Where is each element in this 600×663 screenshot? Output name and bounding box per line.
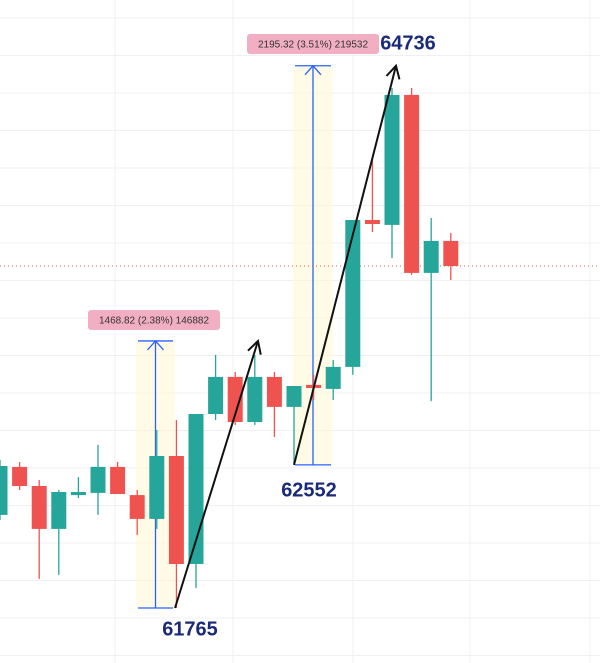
candle-body [345, 220, 361, 367]
trend-arrow [174, 340, 259, 609]
measure-label-bg [247, 34, 379, 54]
candle-body [12, 466, 28, 486]
candle-body [51, 492, 67, 529]
candle-body [110, 466, 126, 494]
candle-body [129, 495, 145, 519]
measure-label: 2195.32 (3.51%) 219532 [258, 40, 369, 51]
measure-arrowhead [147, 339, 164, 351]
candle-body [208, 376, 224, 414]
measure-label-bg [88, 310, 220, 330]
price-annotation: 62552 [281, 479, 337, 501]
candle-body [325, 366, 341, 389]
candle-body [70, 492, 86, 496]
candle-body [149, 456, 165, 519]
measure-arrowhead [304, 64, 322, 76]
price-annotation: 64736 [380, 32, 436, 54]
candle-body [384, 94, 400, 225]
candle-body [364, 220, 380, 224]
candle-body [266, 376, 282, 407]
candle-body [227, 376, 243, 422]
measure-label: 1468.82 (2.38%) 146882 [99, 316, 210, 327]
candle-body [443, 240, 459, 266]
candle-body [90, 466, 106, 493]
candle-body [31, 486, 47, 529]
candle-body [168, 456, 184, 564]
candle-body [423, 240, 439, 273]
price-annotation: 61765 [162, 618, 218, 640]
trend-arrowhead [247, 338, 262, 355]
candle-body [0, 466, 8, 515]
candle-body [247, 376, 263, 422]
trend-arrow [293, 65, 397, 466]
candle-body [404, 94, 420, 273]
trend-arrowhead [385, 63, 401, 80]
candle-body [286, 386, 302, 407]
